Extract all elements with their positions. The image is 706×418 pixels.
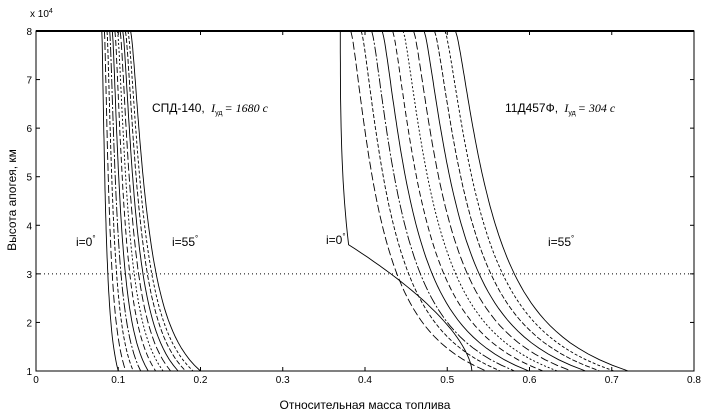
11d457f-curve-9 bbox=[434, 30, 600, 372]
x-tick-label: 0.2 bbox=[194, 375, 208, 386]
curves-layer bbox=[101, 30, 629, 372]
spd140-curve-6 bbox=[117, 30, 164, 372]
y-tick-label: 2 bbox=[26, 318, 32, 329]
y-tick-label: 3 bbox=[26, 270, 32, 281]
y-tick-label: 7 bbox=[26, 76, 32, 87]
x-tick-label: 0.8 bbox=[687, 375, 701, 386]
spd140-curve-10 bbox=[127, 30, 194, 372]
x-axis-label: Относительная масса топлива bbox=[280, 398, 451, 412]
y-tick-label: 8 bbox=[26, 27, 32, 38]
spd140-curve-11 bbox=[130, 30, 201, 372]
11d457f-curve-2 bbox=[360, 30, 501, 372]
y-tick-label: 4 bbox=[26, 221, 32, 232]
spd140-curve-3 bbox=[109, 30, 142, 372]
spd140-curve-7 bbox=[119, 30, 171, 372]
y-tick-label: 6 bbox=[26, 124, 32, 135]
spd140-curve-9 bbox=[124, 30, 186, 372]
11d457f-incl-max-label: i=55° bbox=[548, 234, 574, 249]
spd140-curve-1 bbox=[103, 30, 127, 372]
11d457f-curve-0 bbox=[339, 31, 473, 372]
11d457f-curve-1 bbox=[350, 30, 487, 372]
x-tick-label: 0.1 bbox=[111, 375, 125, 386]
spd140-incl-max-label: i=55° bbox=[172, 234, 198, 249]
spd140-curve-8 bbox=[122, 30, 179, 372]
spd140-curve-4 bbox=[111, 30, 149, 372]
x-tick-label: 0.5 bbox=[440, 375, 454, 386]
11d457f-curve-5 bbox=[392, 30, 544, 372]
x-tick-label: 0 bbox=[33, 375, 39, 386]
y-exponent-label: x 104 bbox=[30, 8, 53, 20]
11d457f-curve-3 bbox=[371, 30, 515, 372]
x-tick-label: 0.4 bbox=[358, 375, 372, 386]
spd140-engine-label: СПД-140, Iуд = 1680 c bbox=[152, 101, 269, 117]
11d457f-curve-8 bbox=[423, 30, 586, 372]
x-tick-label: 0.7 bbox=[605, 375, 619, 386]
x-tick-label: 0.3 bbox=[276, 375, 290, 386]
spd140-curve-0 bbox=[101, 30, 119, 372]
11d457f-incl-min-label: i=0° bbox=[326, 232, 346, 247]
spd140-curve-2 bbox=[106, 30, 134, 372]
11d457f-curve-11 bbox=[455, 30, 629, 372]
11d457f-curve-6 bbox=[402, 30, 558, 372]
x-tick-label: 0.6 bbox=[523, 375, 537, 386]
ticks-layer: 0 0.1 0.2 0.3 0.4 0.5 0.6 0.7 0.8 1 2 3 4 5 6 7 8 bbox=[26, 27, 701, 386]
11d457f-engine-label: 11Д457Ф, Iуд = 304 c bbox=[505, 101, 616, 117]
11d457f-curve-7 bbox=[413, 30, 572, 372]
11d457f-curve-10 bbox=[444, 30, 615, 372]
spd140-incl-min-label: i=0° bbox=[76, 234, 96, 249]
11d457f-curve-4 bbox=[381, 30, 529, 372]
y-tick-label: 5 bbox=[26, 173, 32, 184]
spd140-curve-5 bbox=[114, 30, 156, 372]
y-axis-label: Высота апогея, км bbox=[5, 149, 19, 251]
y-tick-label: 1 bbox=[26, 367, 32, 378]
